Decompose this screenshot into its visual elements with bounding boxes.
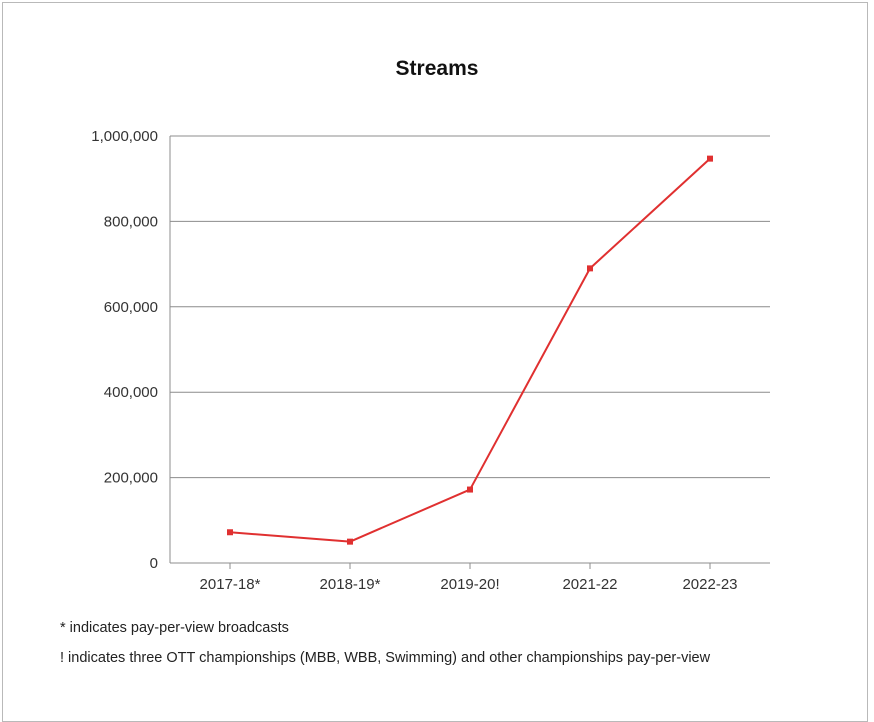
x-tick-label: 2018-19* — [320, 576, 381, 593]
y-tick-label: 200,000 — [104, 470, 158, 487]
y-tick-label: 0 — [150, 555, 158, 572]
x-tick-label: 2021-22 — [562, 576, 617, 593]
data-point — [227, 529, 233, 536]
line-chart: 2017-18* 2018-19* 2019-20! 2021-22 2022-23 0… — [91, 128, 770, 593]
x-tick-label: 2017-18* — [200, 576, 261, 593]
footnote-ppv: * indicates pay-per-view broadcasts — [60, 620, 289, 636]
y-tick-label: 600,000 — [104, 299, 158, 316]
footnote-ott: ! indicates three OTT championships (MBB… — [60, 650, 711, 666]
y-tick-label: 400,000 — [104, 384, 158, 401]
chart-title: Streams — [395, 57, 479, 80]
x-tick-label: 2019-20! — [440, 576, 499, 593]
x-tick-label: 2022-23 — [682, 576, 737, 593]
data-point — [347, 538, 353, 545]
series-line — [229, 157, 711, 543]
data-point — [587, 265, 593, 272]
y-tick-label: 1,000,000 — [91, 128, 158, 145]
data-point — [467, 486, 473, 493]
y-tick-label: 800,000 — [104, 213, 158, 230]
data-point — [707, 155, 713, 162]
